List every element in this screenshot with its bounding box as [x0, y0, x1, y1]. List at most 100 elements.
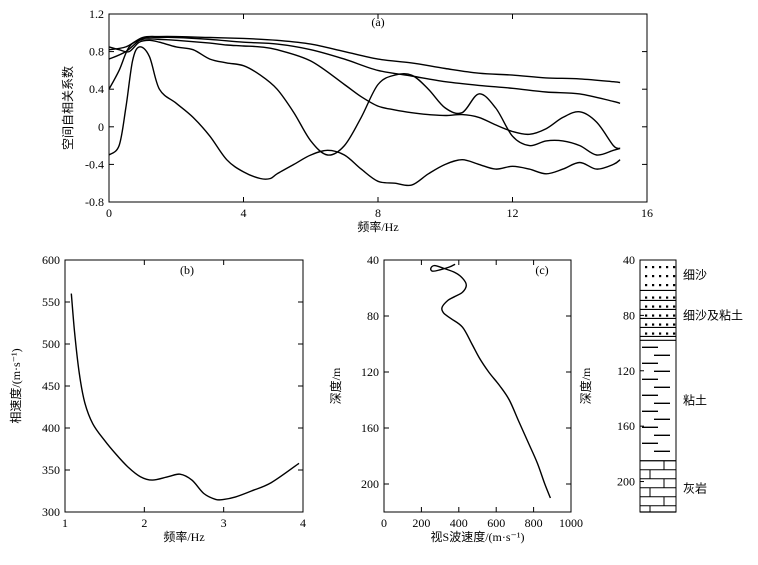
sand-dot [659, 323, 662, 326]
x-tick-label: 600 [487, 516, 505, 530]
sand-dot [673, 275, 676, 278]
y-tick-label: 1.2 [89, 7, 104, 21]
layer-label: 细沙及粘土 [683, 307, 743, 322]
x-tick-label: 4 [300, 516, 306, 530]
sand-dot [645, 296, 648, 299]
sand-dot [659, 296, 662, 299]
sand-dot [645, 314, 648, 317]
sand-dot [659, 284, 662, 287]
x-tick-label: 800 [525, 516, 543, 530]
series-a-line-4 [108, 39, 621, 156]
x-tick-label: 3 [221, 516, 227, 530]
sand-dot [666, 305, 669, 308]
y-tick-label: 160 [361, 421, 379, 435]
y-tick-label: 0.4 [89, 82, 104, 96]
sand-dot [659, 332, 662, 335]
x-tick-label: 1000 [559, 516, 583, 530]
x-tick-label: 400 [450, 516, 468, 530]
y-tick-label: 200 [361, 477, 379, 491]
series-a-line-2 [108, 36, 621, 104]
x-tick-label: 0 [106, 206, 112, 220]
series-c-line-1 [430, 263, 552, 499]
chart-b: 1 2 3 4 300 350 400 450 500 550 600 (b) 频率/Hz 相速度/(m·… [8, 253, 306, 544]
sand-dot [666, 296, 669, 299]
chart-c: 0 200 400 600 800 1000 40 80 120 160 200 (c) 视S波速度/(… [328, 253, 583, 544]
y-tick-label: 400 [42, 421, 60, 435]
sand-dot [652, 314, 655, 317]
sand-dot [659, 275, 662, 278]
sand-dot [652, 332, 655, 335]
y-tick-label: 120 [617, 364, 635, 378]
x-tick-label: 0 [381, 516, 387, 530]
y-tick-label: 200 [617, 475, 635, 489]
x-tick-label: 12 [507, 206, 519, 220]
sand-dot [673, 314, 676, 317]
y-tick-label: 0.8 [89, 45, 104, 59]
y-tick-label: 40 [367, 253, 379, 267]
sand-dot [645, 275, 648, 278]
x-tick-label: 200 [412, 516, 430, 530]
sand-dot [673, 305, 676, 308]
sand-dot [666, 275, 669, 278]
sand-dot [673, 332, 676, 335]
sand-dot [652, 266, 655, 269]
series-a-line-3 [108, 38, 621, 150]
y-axis-title: 深度/m [578, 367, 593, 404]
layer-label: 灰岩 [683, 480, 707, 495]
sand-dot [673, 266, 676, 269]
y-tick-label: -0.4 [85, 157, 104, 171]
sand-dot [666, 266, 669, 269]
y-axis-title: 相速度/(m·s⁻¹) [8, 348, 23, 423]
chart-a: 0 4 8 12 16 -0.8 -0.4 0 0.4 0.8 1.2 (a) 频率/Hz 空间自相关系数 [60, 7, 653, 234]
panel-label: (c) [535, 263, 548, 277]
layer-label: 粘土 [683, 393, 707, 408]
panel-label: (b) [180, 263, 194, 277]
y-axis-title: 深度/m [328, 367, 343, 404]
y-tick-label: 300 [42, 505, 60, 519]
sand-dot [659, 266, 662, 269]
panel-label: (a) [371, 15, 384, 29]
sand-dot [666, 332, 669, 335]
series-b-line-1 [70, 293, 300, 501]
y-tick-label: 450 [42, 379, 60, 393]
sand-dot [673, 323, 676, 326]
sand-dot [645, 284, 648, 287]
plot-frame [64, 259, 304, 513]
sand-dot [652, 275, 655, 278]
sand-dot [652, 296, 655, 299]
y-tick-label: 40 [623, 253, 635, 267]
x-tick-label: 1 [62, 516, 68, 530]
y-tick-label: 160 [617, 419, 635, 433]
plot-frame [383, 259, 572, 513]
sand-dot [652, 305, 655, 308]
y-tick-label: 350 [42, 463, 60, 477]
sand-dot [652, 323, 655, 326]
x-axis-title: 频率/Hz [163, 529, 204, 544]
sand-dot [673, 284, 676, 287]
y-tick-label: 500 [42, 337, 60, 351]
sand-dot [666, 314, 669, 317]
x-tick-label: 2 [141, 516, 147, 530]
x-axis-title: 视S波速度/(m·s⁻¹) [431, 529, 525, 544]
plot-frame [108, 13, 648, 203]
layer-label: 细沙 [683, 268, 707, 282]
sand-dot [659, 305, 662, 308]
y-tick-label: 0 [98, 120, 104, 134]
x-axis-title: 频率/Hz [357, 219, 398, 234]
series-a-line-1 [108, 35, 621, 84]
y-tick-label: 80 [367, 309, 379, 323]
y-tick-label: 550 [42, 295, 60, 309]
sand-dot [652, 284, 655, 287]
y-tick-label: -0.8 [85, 195, 104, 209]
y-tick-label: 120 [361, 365, 379, 379]
series-a-line-5 [108, 46, 621, 187]
sand-dot [645, 305, 648, 308]
sand-dot [659, 314, 662, 317]
sand-dot [666, 323, 669, 326]
sand-dot [645, 323, 648, 326]
sand-dot [645, 266, 648, 269]
x-tick-label: 4 [241, 206, 247, 220]
x-tick-label: 8 [375, 206, 381, 220]
